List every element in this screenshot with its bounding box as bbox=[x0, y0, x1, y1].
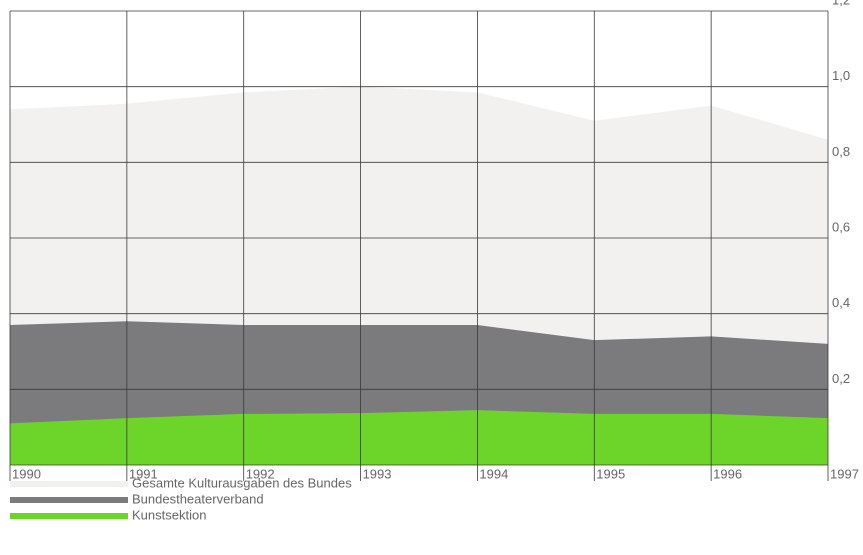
y-tick-label: 0,4 bbox=[832, 295, 850, 310]
legend-swatch bbox=[10, 513, 128, 519]
legend-label: Gesamte Kulturausgaben des Bundes bbox=[132, 475, 352, 490]
area bbox=[10, 410, 828, 465]
x-tick-label: 1993 bbox=[363, 466, 392, 481]
y-tick-label: 0,2 bbox=[832, 371, 850, 386]
x-tick-label: 1990 bbox=[12, 466, 41, 481]
legend-label: Bundestheaterverband bbox=[132, 491, 264, 506]
legend-swatch bbox=[10, 497, 128, 503]
y-tick-label: 1,0 bbox=[832, 68, 850, 83]
x-tick-label: 1994 bbox=[479, 466, 508, 481]
x-tick-label: 1991 bbox=[129, 466, 158, 481]
x-tick-label: 1996 bbox=[713, 466, 742, 481]
x-tick-label: 1992 bbox=[246, 466, 275, 481]
y-tick-label: 0,6 bbox=[832, 219, 850, 234]
y-tick-label: 0,8 bbox=[832, 144, 850, 159]
x-tick-label: 1997 bbox=[830, 466, 859, 481]
x-tick-label: 1995 bbox=[596, 466, 625, 481]
y-tick-label: 1,2 bbox=[832, 0, 850, 7]
legend-swatch bbox=[10, 481, 128, 487]
legend-label: Kunstsektion bbox=[132, 507, 206, 522]
